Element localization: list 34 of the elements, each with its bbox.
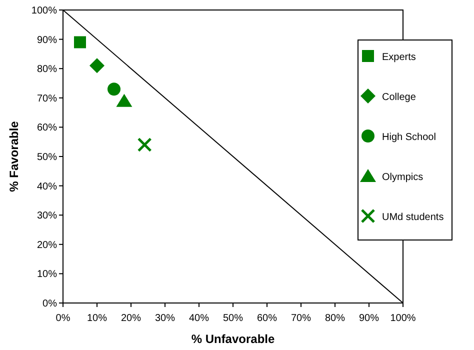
legend-label: College — [382, 92, 416, 103]
x-tick-label: 20% — [120, 313, 142, 324]
x-axis-title: % Unfavorable — [191, 332, 275, 346]
y-tick-label: 10% — [36, 269, 58, 280]
x-tick-label: 70% — [290, 313, 312, 324]
x-tick-label: 10% — [86, 313, 108, 324]
x-tick-label: 80% — [324, 313, 346, 324]
point — [74, 36, 86, 48]
x-tick-label: 100% — [390, 313, 416, 324]
y-tick-label: 70% — [36, 93, 58, 104]
y-tick-label: 0% — [42, 298, 58, 310]
point — [116, 94, 132, 107]
y-tick-label: 80% — [36, 64, 58, 76]
point — [108, 82, 120, 96]
x-tick-label: 50% — [222, 313, 244, 324]
y-tick-label: 100% — [31, 6, 58, 16]
legend-label: Experts — [382, 52, 416, 63]
point — [90, 58, 104, 74]
y-tick-label: 90% — [36, 34, 58, 46]
y-tick-label: 30% — [36, 210, 58, 222]
x-tick-label: 90% — [358, 313, 380, 324]
point — [137, 138, 152, 152]
x-tick-label: 30% — [154, 313, 176, 324]
legend-label: UMd students — [382, 212, 444, 223]
legend-label: High School — [382, 132, 436, 143]
x-tick-label: 60% — [256, 313, 278, 324]
x-tick-label: 0% — [56, 313, 70, 324]
y-tick-label: 50% — [36, 152, 58, 163]
y-tick-label: 20% — [36, 240, 58, 251]
y-axis-title: % Favorable — [7, 120, 21, 192]
y-tick-label: 60% — [36, 122, 58, 134]
x-tick-label: 40% — [188, 313, 210, 324]
legend-label: Olympics — [382, 172, 424, 183]
y-tick-label: 40% — [36, 181, 58, 192]
